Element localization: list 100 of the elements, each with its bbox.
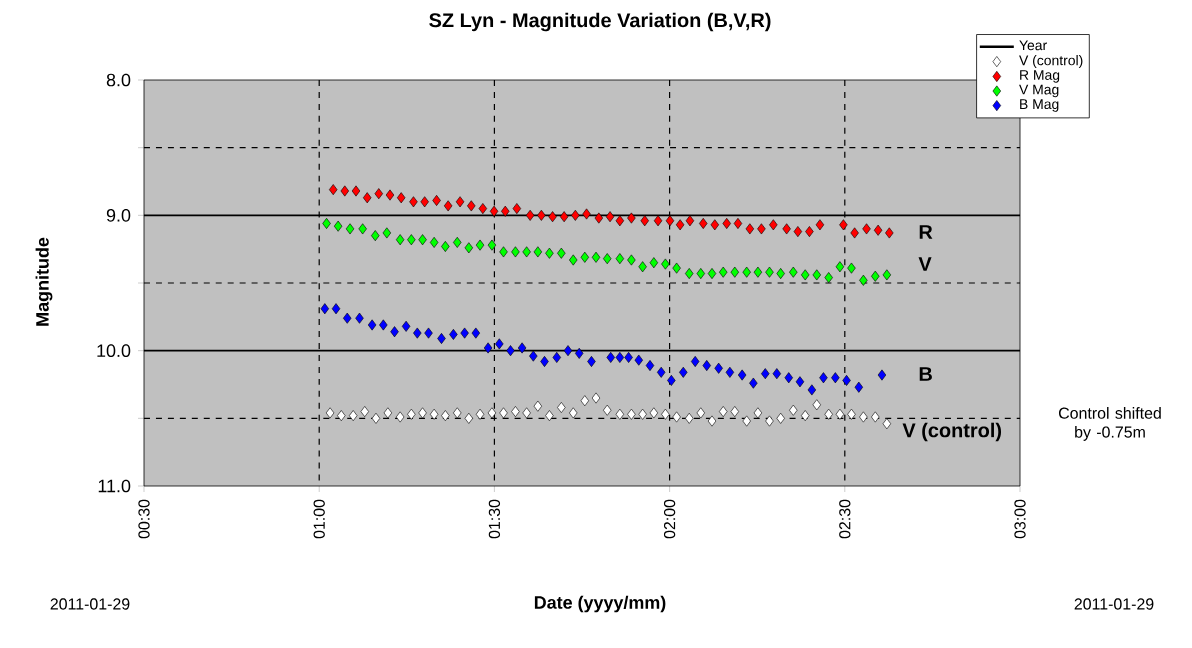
point [360,406,369,418]
point [665,215,675,227]
point [835,261,845,273]
point [395,411,405,423]
point [877,369,887,381]
point [871,411,880,423]
point [495,338,504,350]
point [420,196,429,208]
point [707,415,717,427]
point [471,327,481,339]
point [719,266,728,278]
point [805,226,814,238]
y-axis-title: Magnitude [35,237,53,326]
point [432,194,441,206]
point [854,381,864,393]
annotation: V (control) [902,422,1002,442]
point [522,407,531,419]
point [460,327,469,339]
point [511,406,520,418]
point [871,270,880,282]
point [672,262,681,274]
point [749,377,758,389]
annotation: V [918,257,932,271]
point [582,208,591,220]
point [812,269,821,281]
point [730,406,739,418]
point [776,412,785,424]
point [322,217,331,229]
point [824,272,833,284]
point [831,372,840,384]
point [672,411,681,423]
point [443,200,453,212]
point [437,333,446,344]
point [824,408,833,420]
point [559,211,569,223]
point [557,247,566,259]
point [772,368,782,380]
y-tick-label: 10.0 [97,344,131,358]
point [379,319,388,331]
point [685,215,695,227]
point [707,268,717,280]
point [487,407,497,419]
point [475,408,485,420]
point [719,406,728,418]
point [517,342,527,354]
point [640,215,649,227]
point [358,223,367,235]
point [397,192,406,204]
point [371,412,381,424]
point [603,253,612,265]
point [793,226,803,238]
point [615,253,625,265]
point [511,246,520,258]
point [333,220,343,232]
point [580,251,589,263]
point [699,217,708,229]
point [742,415,751,427]
point [557,402,566,413]
point [418,407,427,419]
point [501,205,510,217]
point [605,211,615,223]
x-axis-title: Date (yyyy/mm) [534,595,666,613]
point [615,408,625,420]
point [606,351,615,363]
point [649,257,659,269]
point [789,404,798,416]
point [569,407,578,419]
point [819,372,828,384]
point [835,408,845,420]
point [714,362,723,374]
point [873,224,883,236]
point [409,196,418,208]
point [862,223,871,235]
point [429,408,439,420]
point [363,192,372,204]
point [320,303,329,315]
point [757,223,766,235]
point [765,266,774,278]
point [667,374,676,386]
point [730,266,739,278]
point [649,407,659,419]
point [850,227,859,239]
point [499,246,508,258]
point [453,236,462,248]
point [575,347,584,359]
point [725,366,735,378]
y-tick-label: 8.0 [106,73,131,87]
point [512,203,522,215]
point [691,356,700,367]
point [742,266,751,278]
point [499,407,508,419]
point [696,268,705,280]
point [782,223,791,235]
point [634,354,643,366]
point [533,246,543,258]
point [603,404,612,416]
point [537,209,546,221]
point [343,312,352,324]
point [345,223,355,235]
point [675,219,685,231]
